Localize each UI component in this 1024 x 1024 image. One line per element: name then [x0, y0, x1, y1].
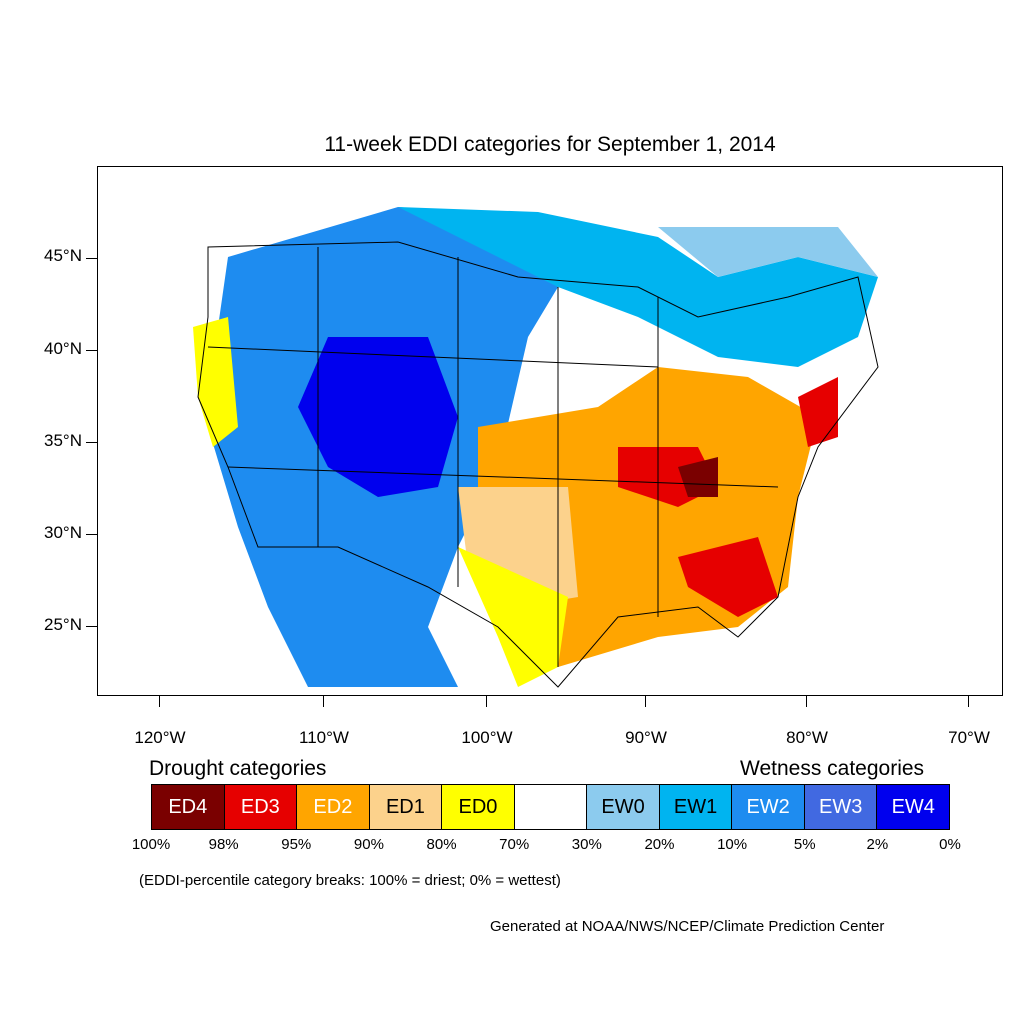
legend-swatch: ED1 [369, 785, 443, 829]
percentile-label: 10% [717, 836, 748, 853]
lon-tick-70: 70°W [948, 728, 990, 747]
legend-swatch [514, 785, 588, 829]
percentile-label: 2% [866, 836, 889, 853]
lon-tick-mark [968, 696, 969, 707]
lat-tick-mark [86, 442, 97, 443]
percentile-label: 100% [131, 836, 171, 853]
lat-tick-mark [86, 350, 97, 351]
wetness-heading: Wetness categories [740, 757, 925, 780]
extreme-dry-core [678, 457, 718, 497]
lon-tick-80: 80°W [786, 728, 828, 747]
legend-swatch: ED3 [224, 785, 298, 829]
lon-tick-120: 120°W [134, 728, 186, 747]
eddi-map [193, 207, 879, 688]
lon-tick-100: 100°W [461, 728, 513, 747]
legend-swatch: ED0 [442, 785, 515, 829]
state-line-6 [227, 466, 779, 488]
lat-tick-25: 25°N [44, 615, 82, 634]
percentile-label: 0% [939, 836, 961, 853]
legend-swatch: EW0 [587, 785, 660, 829]
lon-tick-mark [486, 696, 487, 707]
light-wet-north [658, 227, 878, 277]
lon-tick-110: 110°W [299, 728, 349, 747]
legend-swatch: EW2 [732, 785, 805, 829]
legend-swatch: EW4 [877, 785, 950, 829]
lon-tick-90: 90°W [625, 728, 667, 747]
lat-tick-mark [86, 626, 97, 627]
legend-swatch: ED2 [297, 785, 370, 829]
percentile-label: 70% [499, 836, 530, 853]
credit-line: Generated at NOAA/NWS/NCEP/Climate Predi… [490, 918, 885, 935]
legend-swatch: EW1 [659, 785, 733, 829]
drought-heading: Drought categories [149, 757, 327, 780]
lat-tick-30: 30°N [44, 523, 82, 542]
legend-swatch: EW3 [804, 785, 878, 829]
percentile-label: 98% [208, 836, 239, 853]
lon-tick-mark [645, 696, 646, 707]
percentile-label: 90% [353, 836, 384, 853]
state-line-5 [207, 346, 659, 368]
lon-tick-mark [159, 696, 160, 707]
lat-tick-mark [86, 534, 97, 535]
category-note: (EDDI-percentile category breaks: 100% =… [139, 872, 561, 889]
severe-dry-southeast [678, 537, 778, 617]
map-title: 11-week EDDI categories for September 1,… [324, 133, 776, 156]
lat-tick-45: 45°N [44, 246, 82, 265]
percentile-label: 5% [793, 836, 816, 853]
percentile-label: 20% [644, 836, 675, 853]
abnormally-dry-texas [458, 547, 568, 687]
dry-east-coast [798, 377, 838, 447]
legend-color-bar: ED4 ED3 ED2 ED1 ED0 EW0 EW1 EW2 EW3 EW4 [151, 784, 950, 830]
lat-tick-40: 40°N [44, 339, 82, 358]
lat-tick-mark [86, 258, 97, 259]
lon-tick-mark [806, 696, 807, 707]
map-panel [97, 166, 1003, 696]
percentile-label: 80% [426, 836, 457, 853]
percentile-label: 30% [571, 836, 602, 853]
legend-swatch: ED4 [152, 785, 225, 829]
very-wet-core [298, 337, 458, 497]
conus-outline [197, 241, 879, 688]
lat-tick-35: 35°N [44, 431, 82, 450]
percentile-label: 95% [281, 836, 312, 853]
lon-tick-mark [323, 696, 324, 707]
